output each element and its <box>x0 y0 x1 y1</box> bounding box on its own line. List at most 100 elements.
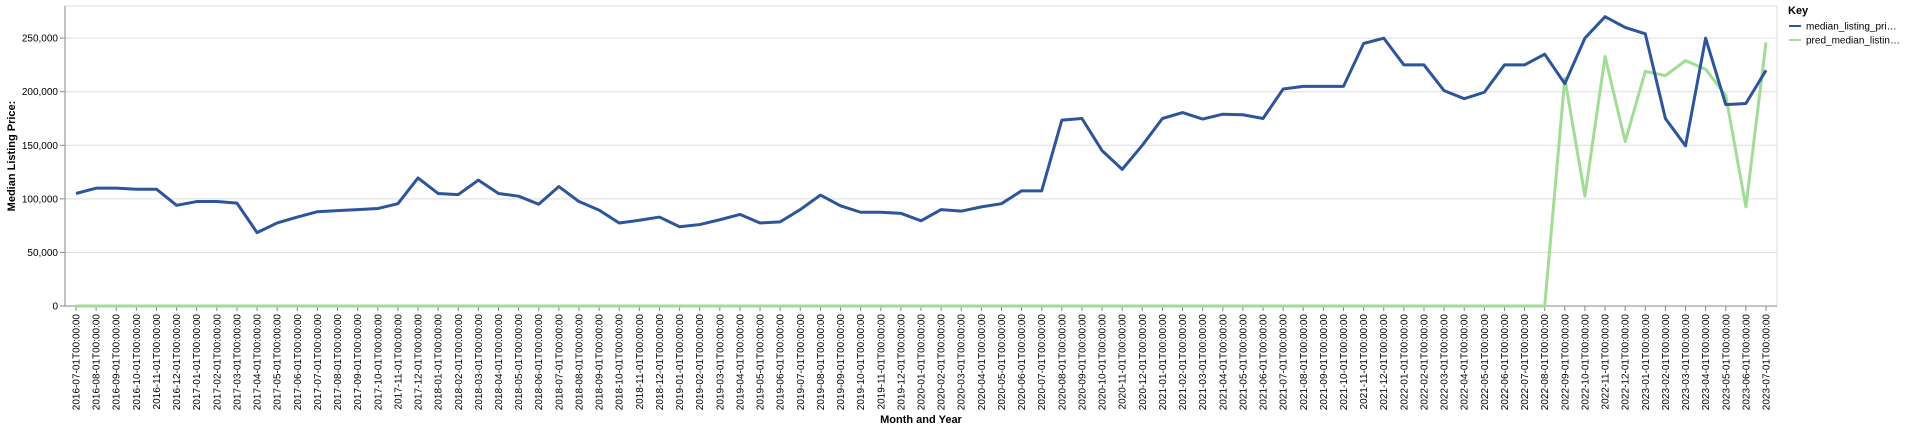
y-tick-label: 100,000 <box>22 194 59 205</box>
x-tick-label: 2021-07-01T00:00:00 <box>1279 314 1290 411</box>
x-tick-label: 2017-10-01T00:00:00 <box>373 314 384 411</box>
x-tick-label: 2017-03-01T00:00:00 <box>232 314 243 411</box>
x-tick-label: 2021-01-01T00:00:00 <box>1158 314 1169 411</box>
x-tick-label: 2018-02-01T00:00:00 <box>454 314 465 411</box>
legend: Key median_listing_pri… pred_median_list… <box>1788 5 1900 47</box>
x-tick-label: 2021-04-01T00:00:00 <box>1218 314 1229 411</box>
x-tick-label: 2021-05-01T00:00:00 <box>1238 314 1249 411</box>
legend-label-median: median_listing_pri… <box>1806 22 1897 33</box>
x-tick-label: 2018-06-01T00:00:00 <box>534 314 545 411</box>
x-axis-title: Month and Year <box>880 414 962 426</box>
x-tick-label: 2023-05-01T00:00:00 <box>1721 314 1732 411</box>
x-tick-label: 2023-02-01T00:00:00 <box>1661 314 1672 411</box>
x-tick-label: 2018-03-01T00:00:00 <box>474 314 485 411</box>
x-tick-label: 2017-04-01T00:00:00 <box>253 314 264 411</box>
x-tick-label: 2016-07-01T00:00:00 <box>72 314 83 411</box>
y-tick-label: 250,000 <box>22 34 59 45</box>
x-tick-label: 2020-01-01T00:00:00 <box>917 314 928 411</box>
x-tick-label: 2016-08-01T00:00:00 <box>92 314 103 411</box>
x-tick-label: 2019-02-01T00:00:00 <box>695 314 706 411</box>
x-tick-label: 2019-04-01T00:00:00 <box>735 314 746 411</box>
x-tick-label: 2019-06-01T00:00:00 <box>776 314 787 411</box>
x-tick-label: 2020-02-01T00:00:00 <box>937 314 948 411</box>
x-tick-label: 2017-07-01T00:00:00 <box>313 314 324 411</box>
x-tick-label: 2020-05-01T00:00:00 <box>997 314 1008 411</box>
x-tick-label: 2021-11-01T00:00:00 <box>1359 314 1370 410</box>
legend-title: Key <box>1788 5 1809 17</box>
x-tick-label: 2017-01-01T00:00:00 <box>192 314 203 411</box>
x-tick-label: 2018-05-01T00:00:00 <box>514 314 525 411</box>
x-tick-label: 2016-11-01T00:00:00 <box>152 314 163 410</box>
x-tick-label: 2022-05-01T00:00:00 <box>1480 314 1491 411</box>
x-tick-label: 2017-06-01T00:00:00 <box>293 314 304 411</box>
x-tick-label: 2021-03-01T00:00:00 <box>1198 314 1209 411</box>
x-tick-label: 2022-10-01T00:00:00 <box>1580 314 1591 411</box>
x-tick-label: 2020-08-01T00:00:00 <box>1057 314 1068 411</box>
x-tick-label: 2022-02-01T00:00:00 <box>1419 314 1430 411</box>
gridlines <box>65 37 1777 307</box>
x-tick-label: 2016-10-01T00:00:00 <box>132 314 143 411</box>
x-axis: 2016-07-01T00:00:00 2016-08-01T00:00:00 20… <box>65 305 1777 411</box>
x-tick-label: 2021-06-01T00:00:00 <box>1259 314 1270 411</box>
x-tick-label: 2021-10-01T00:00:00 <box>1339 314 1350 411</box>
x-tick-label: 2018-09-01T00:00:00 <box>595 314 606 411</box>
x-tick-label: 2017-02-01T00:00:00 <box>212 314 223 411</box>
x-tick-label: 2021-09-01T00:00:00 <box>1319 314 1330 411</box>
x-tick-label: 2021-12-01T00:00:00 <box>1379 314 1390 411</box>
x-tick-label: 2018-11-01T00:00:00 <box>635 314 646 410</box>
plot-area-frame <box>64 5 1778 307</box>
x-tick-label: 2023-06-01T00:00:00 <box>1741 314 1752 411</box>
x-tick-label: 2022-07-01T00:00:00 <box>1520 314 1531 411</box>
x-tick-label: 2023-03-01T00:00:00 <box>1681 314 1692 411</box>
x-tick-label: 2021-02-01T00:00:00 <box>1178 314 1189 411</box>
y-axis: 0 50,000 100,000 150,000 200,000 250,000 <box>22 6 66 313</box>
x-tick-label: 2019-05-01T00:00:00 <box>756 314 767 411</box>
x-tick-label: 2018-12-01T00:00:00 <box>655 314 666 411</box>
x-tick-label: 2019-09-01T00:00:00 <box>836 314 847 411</box>
x-tick-label: 2017-12-01T00:00:00 <box>414 314 425 411</box>
x-tick-label: 2022-03-01T00:00:00 <box>1440 314 1451 411</box>
series-line-pred-median-listing-price <box>76 42 1768 308</box>
x-tick-label: 2020-10-01T00:00:00 <box>1098 314 1109 411</box>
x-tick-label: 2020-07-01T00:00:00 <box>1037 314 1048 411</box>
x-tick-label: 2023-04-01T00:00:00 <box>1701 314 1712 411</box>
series-line-median-listing-price <box>75 15 1768 235</box>
x-tick-label: 2022-04-01T00:00:00 <box>1460 314 1471 411</box>
x-tick-label: 2017-11-01T00:00:00 <box>393 314 404 410</box>
x-tick-label: 2019-10-01T00:00:00 <box>856 314 867 411</box>
series-lines <box>75 15 1768 308</box>
x-tick-label: 2022-11-01T00:00:00 <box>1601 314 1612 410</box>
x-tick-label: 2019-07-01T00:00:00 <box>796 314 807 411</box>
y-tick-label: 50,000 <box>27 248 58 259</box>
x-tick-label: 2017-08-01T00:00:00 <box>333 314 344 411</box>
x-tick-label: 2018-01-01T00:00:00 <box>434 314 445 411</box>
x-tick-label: 2022-08-01T00:00:00 <box>1540 314 1551 411</box>
x-tick-label: 2023-01-01T00:00:00 <box>1641 314 1652 411</box>
y-tick-label: 0 <box>52 302 58 313</box>
x-tick-label: 2018-04-01T00:00:00 <box>494 314 505 411</box>
x-tick-label: 2020-04-01T00:00:00 <box>977 314 988 411</box>
x-tick-label: 2018-07-01T00:00:00 <box>554 314 565 411</box>
x-tick-label: 2020-09-01T00:00:00 <box>1077 314 1088 411</box>
x-tick-label: 2016-12-01T00:00:00 <box>172 314 183 411</box>
x-tick-label: 2019-01-01T00:00:00 <box>675 314 686 411</box>
y-tick-label: 150,000 <box>22 141 59 152</box>
y-tick-label: 200,000 <box>22 87 59 98</box>
legend-label-pred: pred_median_listin… <box>1806 36 1900 47</box>
x-tick-label: 2022-06-01T00:00:00 <box>1500 314 1511 411</box>
x-tick-label: 2021-08-01T00:00:00 <box>1299 314 1310 411</box>
x-tick-label: 2022-01-01T00:00:00 <box>1399 314 1410 411</box>
x-tick-label: 2016-09-01T00:00:00 <box>112 314 123 411</box>
y-axis-title: Median Listing Price: <box>6 101 18 212</box>
x-tick-label: 2017-05-01T00:00:00 <box>273 314 284 411</box>
x-tick-label: 2019-11-01T00:00:00 <box>876 314 887 410</box>
x-tick-label: 2019-08-01T00:00:00 <box>816 314 827 411</box>
x-tick-label: 2020-11-01T00:00:00 <box>1118 314 1129 410</box>
x-tick-label: 2017-09-01T00:00:00 <box>353 314 364 411</box>
x-tick-label: 2022-12-01T00:00:00 <box>1621 314 1632 411</box>
x-tick-label: 2023-07-01T00:00:00 <box>1762 314 1773 411</box>
x-tick-label: 2018-10-01T00:00:00 <box>615 314 626 411</box>
x-tick-label: 2020-03-01T00:00:00 <box>957 314 968 411</box>
x-tick-label: 2022-09-01T00:00:00 <box>1560 314 1571 411</box>
x-tick-label: 2019-03-01T00:00:00 <box>715 314 726 411</box>
